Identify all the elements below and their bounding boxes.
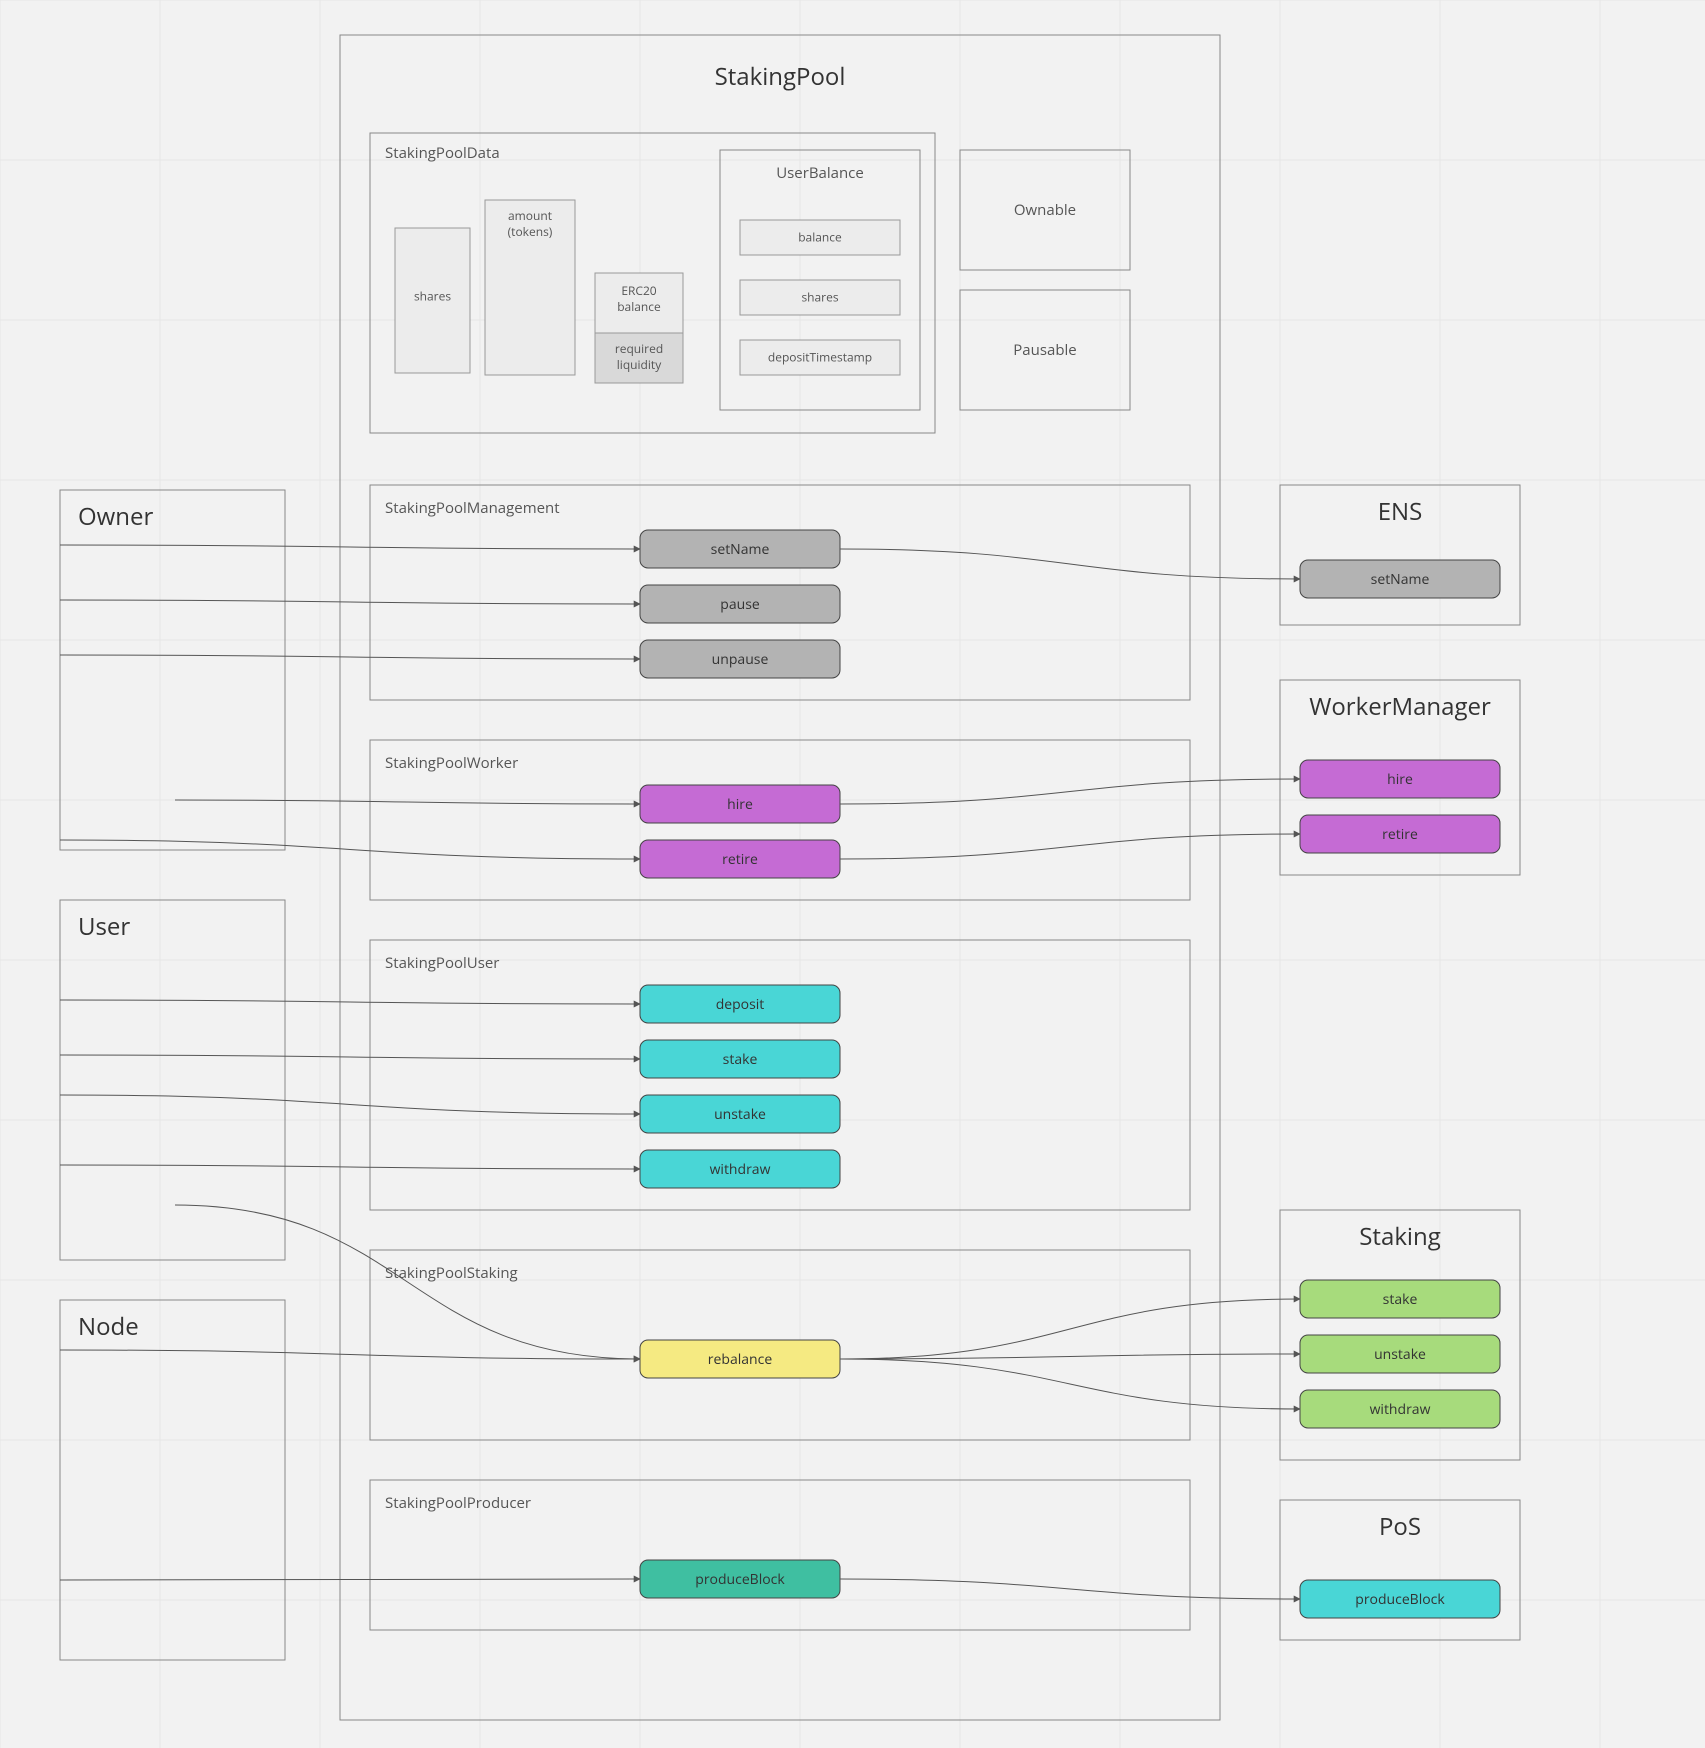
svg-text:StakingPoolProducer: StakingPoolProducer [385, 1493, 531, 1513]
svg-text:unstake: unstake [714, 1105, 766, 1124]
external-ens: ENS setName [1280, 485, 1520, 625]
external-staking: Staking stake unstake withdraw [1280, 1210, 1520, 1460]
pill-wm-hire: hire [1300, 760, 1500, 798]
svg-text:retire: retire [722, 850, 758, 869]
section-producer: StakingPoolProducer produceBlock [370, 1480, 1190, 1630]
svg-text:ERC20: ERC20 [621, 282, 656, 299]
stakingpool-data: StakingPoolData shares amount(tokens) ERC20… [370, 133, 935, 433]
pill-withdraw: withdraw [640, 1150, 840, 1188]
svg-text:withdraw: withdraw [1370, 1400, 1431, 1419]
svg-text:produceBlock: produceBlock [695, 1570, 785, 1589]
svg-text:StakingPoolWorker: StakingPoolWorker [385, 753, 518, 773]
pill-unstake: unstake [640, 1095, 840, 1133]
svg-text:produceBlock: produceBlock [1355, 1590, 1445, 1609]
svg-text:amount: amount [508, 207, 552, 224]
pill-setName: setName [640, 530, 840, 568]
svg-text:shares: shares [801, 289, 838, 306]
pill-pos-produceBlock: produceBlock [1300, 1580, 1500, 1618]
svg-text:rebalance: rebalance [708, 1350, 773, 1369]
svg-text:unstake: unstake [1374, 1345, 1426, 1364]
svg-text:unpause: unpause [712, 650, 769, 669]
external-workerManager: WorkerManager hire retire [1280, 680, 1520, 875]
svg-text:hire: hire [727, 795, 753, 814]
pill-retire: retire [640, 840, 840, 878]
svg-text:liquidity: liquidity [617, 356, 662, 373]
section-worker: StakingPoolWorker hire retire [370, 740, 1190, 900]
architecture-diagram: Owner User Node StakingPool StakingPoolData s… [0, 0, 1705, 1748]
pill-hire: hire [640, 785, 840, 823]
pill-stk-withdraw: withdraw [1300, 1390, 1500, 1428]
ownable: Ownable [960, 150, 1130, 270]
section-management: StakingPoolManagement setName pause unpause [370, 485, 1190, 700]
svg-text:withdraw: withdraw [710, 1160, 771, 1179]
pill-stk-unstake: unstake [1300, 1335, 1500, 1373]
svg-text:User: User [78, 910, 130, 943]
pill-stake: stake [640, 1040, 840, 1078]
pill-stk-stake: stake [1300, 1280, 1500, 1318]
svg-text:hire: hire [1387, 770, 1413, 789]
pill-pause: pause [640, 585, 840, 623]
grid [0, 0, 1705, 1748]
svg-text:StakingPoolData: StakingPoolData [385, 143, 500, 163]
pill-deposit: deposit [640, 985, 840, 1023]
svg-text:stake: stake [723, 1050, 758, 1069]
pill-unpause: unpause [640, 640, 840, 678]
actor-owner: Owner [60, 490, 285, 850]
svg-text:Ownable: Ownable [1014, 200, 1076, 220]
svg-text:Staking: Staking [1359, 1220, 1440, 1253]
svg-text:Owner: Owner [78, 500, 153, 533]
pill-rebalance: rebalance [640, 1340, 840, 1378]
svg-text:setName: setName [711, 540, 770, 559]
pill-ens-setName: setName [1300, 560, 1500, 598]
svg-text:Pausable: Pausable [1013, 340, 1076, 360]
section-user: StakingPoolUser deposit stake unstake withdr… [370, 940, 1190, 1210]
actor-user: User [60, 900, 285, 1260]
svg-text:balance: balance [798, 229, 842, 246]
pausable: Pausable [960, 290, 1130, 410]
svg-text:balance: balance [617, 298, 661, 315]
section-staking: StakingPoolStakingrebalance [370, 1250, 1190, 1440]
svg-text:StakingPoolUser: StakingPoolUser [385, 953, 499, 973]
svg-text:depositTimestamp: depositTimestamp [768, 349, 872, 366]
svg-text:UserBalance: UserBalance [776, 163, 864, 183]
pill-produceBlock: produceBlock [640, 1560, 840, 1598]
svg-text:pause: pause [720, 595, 760, 614]
svg-text:PoS: PoS [1379, 1510, 1421, 1543]
pill-wm-retire: retire [1300, 815, 1500, 853]
svg-text:(tokens): (tokens) [508, 223, 553, 240]
actor-node: Node [60, 1300, 285, 1660]
svg-text:ENS: ENS [1378, 495, 1423, 528]
svg-text:WorkerManager: WorkerManager [1309, 690, 1491, 723]
svg-text:deposit: deposit [716, 995, 765, 1014]
svg-text:stake: stake [1383, 1290, 1418, 1309]
svg-text:StakingPool: StakingPool [715, 60, 846, 93]
svg-text:retire: retire [1382, 825, 1418, 844]
external-pos: PoS produceBlock [1280, 1500, 1520, 1640]
svg-text:required: required [615, 340, 663, 357]
svg-text:shares: shares [414, 288, 451, 305]
svg-text:Node: Node [78, 1310, 139, 1343]
svg-text:StakingPoolManagement: StakingPoolManagement [385, 498, 560, 518]
svg-text:setName: setName [1371, 570, 1430, 589]
